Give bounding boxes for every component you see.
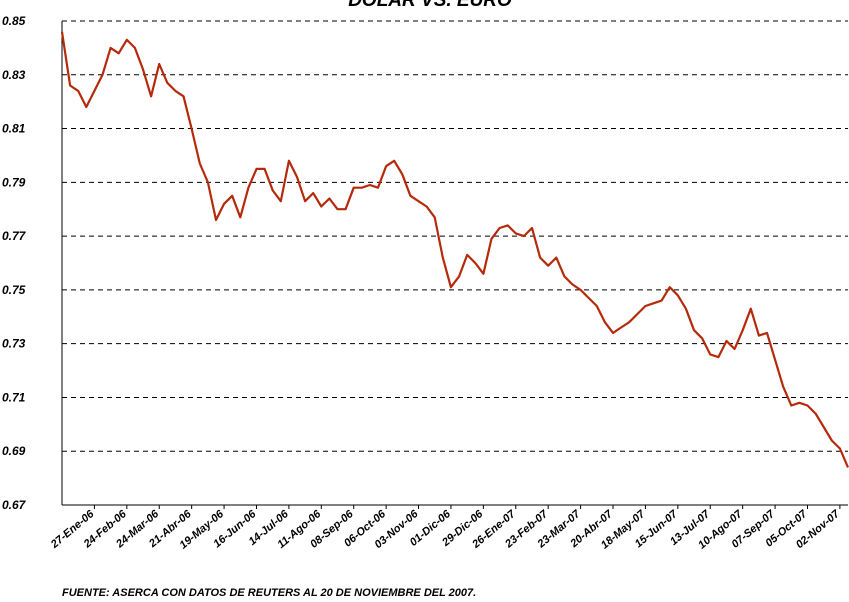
y-tick-label: 0.77	[2, 229, 27, 243]
source-note: FUENTE: ASERCA CON DATOS DE REUTERS AL 2…	[62, 587, 476, 599]
y-tick-label: 0.73	[2, 337, 26, 351]
y-tick-label: 0.79	[2, 175, 26, 189]
y-tick-label: 0.75	[2, 283, 26, 297]
chart-title: DOLAR VS. EURO	[348, 0, 512, 11]
line-series	[60, 31, 849, 468]
y-tick-label: 0.69	[2, 444, 26, 458]
y-tick-label: 0.67	[2, 498, 27, 512]
y-tick-label: 0.71	[2, 390, 26, 404]
y-tick-label: 0.81	[2, 122, 26, 136]
y-tick-label: 0.83	[2, 68, 26, 82]
y-tick-label: 0.85	[2, 14, 26, 28]
